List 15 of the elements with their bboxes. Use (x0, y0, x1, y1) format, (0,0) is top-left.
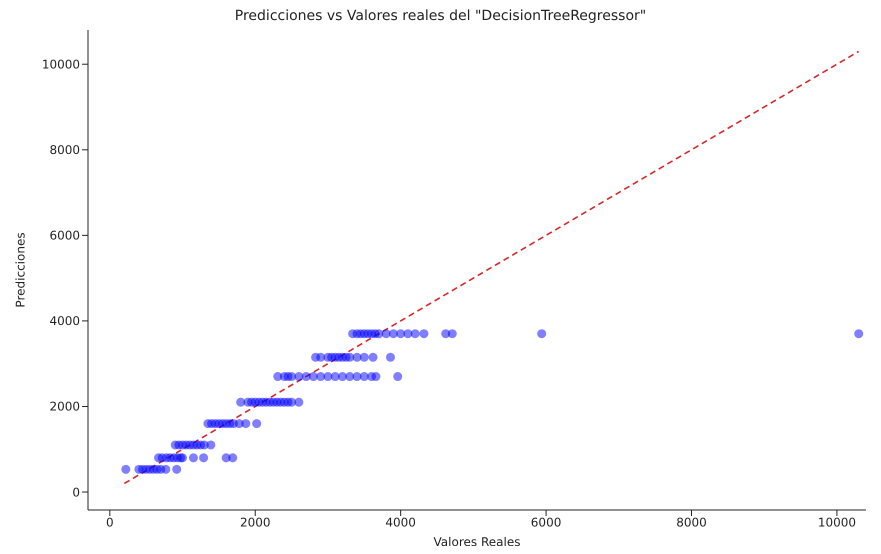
y-tick-label: 0 (72, 485, 80, 500)
y-tick-label: 6000 (49, 228, 80, 243)
x-tick-label: 8000 (676, 516, 707, 530)
chart-title: Predicciones vs Valores reales del "DecisionTreeRegressor" (234, 8, 648, 26)
x-tick-label: 0 (106, 516, 114, 530)
x-tick-label: 10000 (818, 516, 856, 530)
y-tick-label: 4000 (49, 314, 80, 328)
y-tick-label: 10000 (42, 57, 80, 72)
x-axis-title: Valores Reales (434, 535, 520, 549)
x-tick-label: 4000 (385, 516, 416, 530)
x-tick-label: 6000 (530, 516, 562, 530)
y-tick-label: 2000 (49, 400, 80, 414)
y-axis-title: Predicciones (13, 232, 28, 308)
x-tick-label: 2000 (240, 516, 271, 530)
y-tick-label: 8000 (49, 143, 80, 158)
